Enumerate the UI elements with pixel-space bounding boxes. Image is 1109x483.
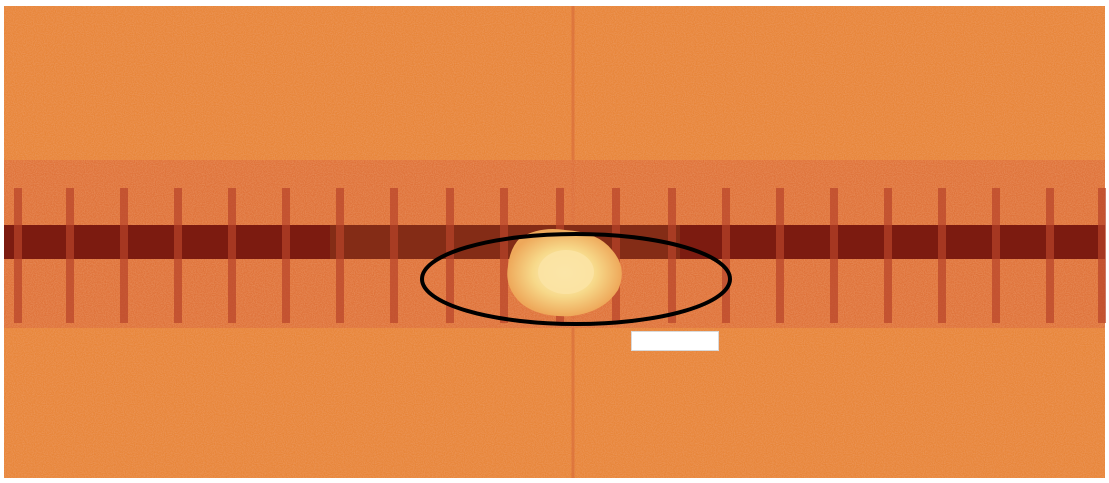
- vertical-tick: [884, 188, 892, 323]
- vertical-tick: [992, 188, 1000, 323]
- vertical-tick: [66, 188, 74, 323]
- vertical-tick: [14, 188, 22, 323]
- vertical-tick: [776, 188, 784, 323]
- vertical-tick: [938, 188, 946, 323]
- vertical-tick: [830, 188, 838, 323]
- vertical-tick: [120, 188, 128, 323]
- vertical-tick: [1098, 188, 1106, 323]
- vertical-tick: [174, 188, 182, 323]
- caption-label: [631, 331, 719, 351]
- vertical-tick: [282, 188, 290, 323]
- vertical-tick: [668, 188, 676, 323]
- vertical-tick: [336, 188, 344, 323]
- vertical-tick: [500, 188, 508, 323]
- vertical-tick: [1046, 188, 1054, 323]
- bright-spot-core: [538, 250, 594, 294]
- highlight-ellipse: [420, 232, 732, 326]
- vertical-tick: [390, 188, 398, 323]
- vertical-tick: [446, 188, 454, 323]
- vertical-tick: [228, 188, 236, 323]
- vertical-tick: [722, 188, 730, 323]
